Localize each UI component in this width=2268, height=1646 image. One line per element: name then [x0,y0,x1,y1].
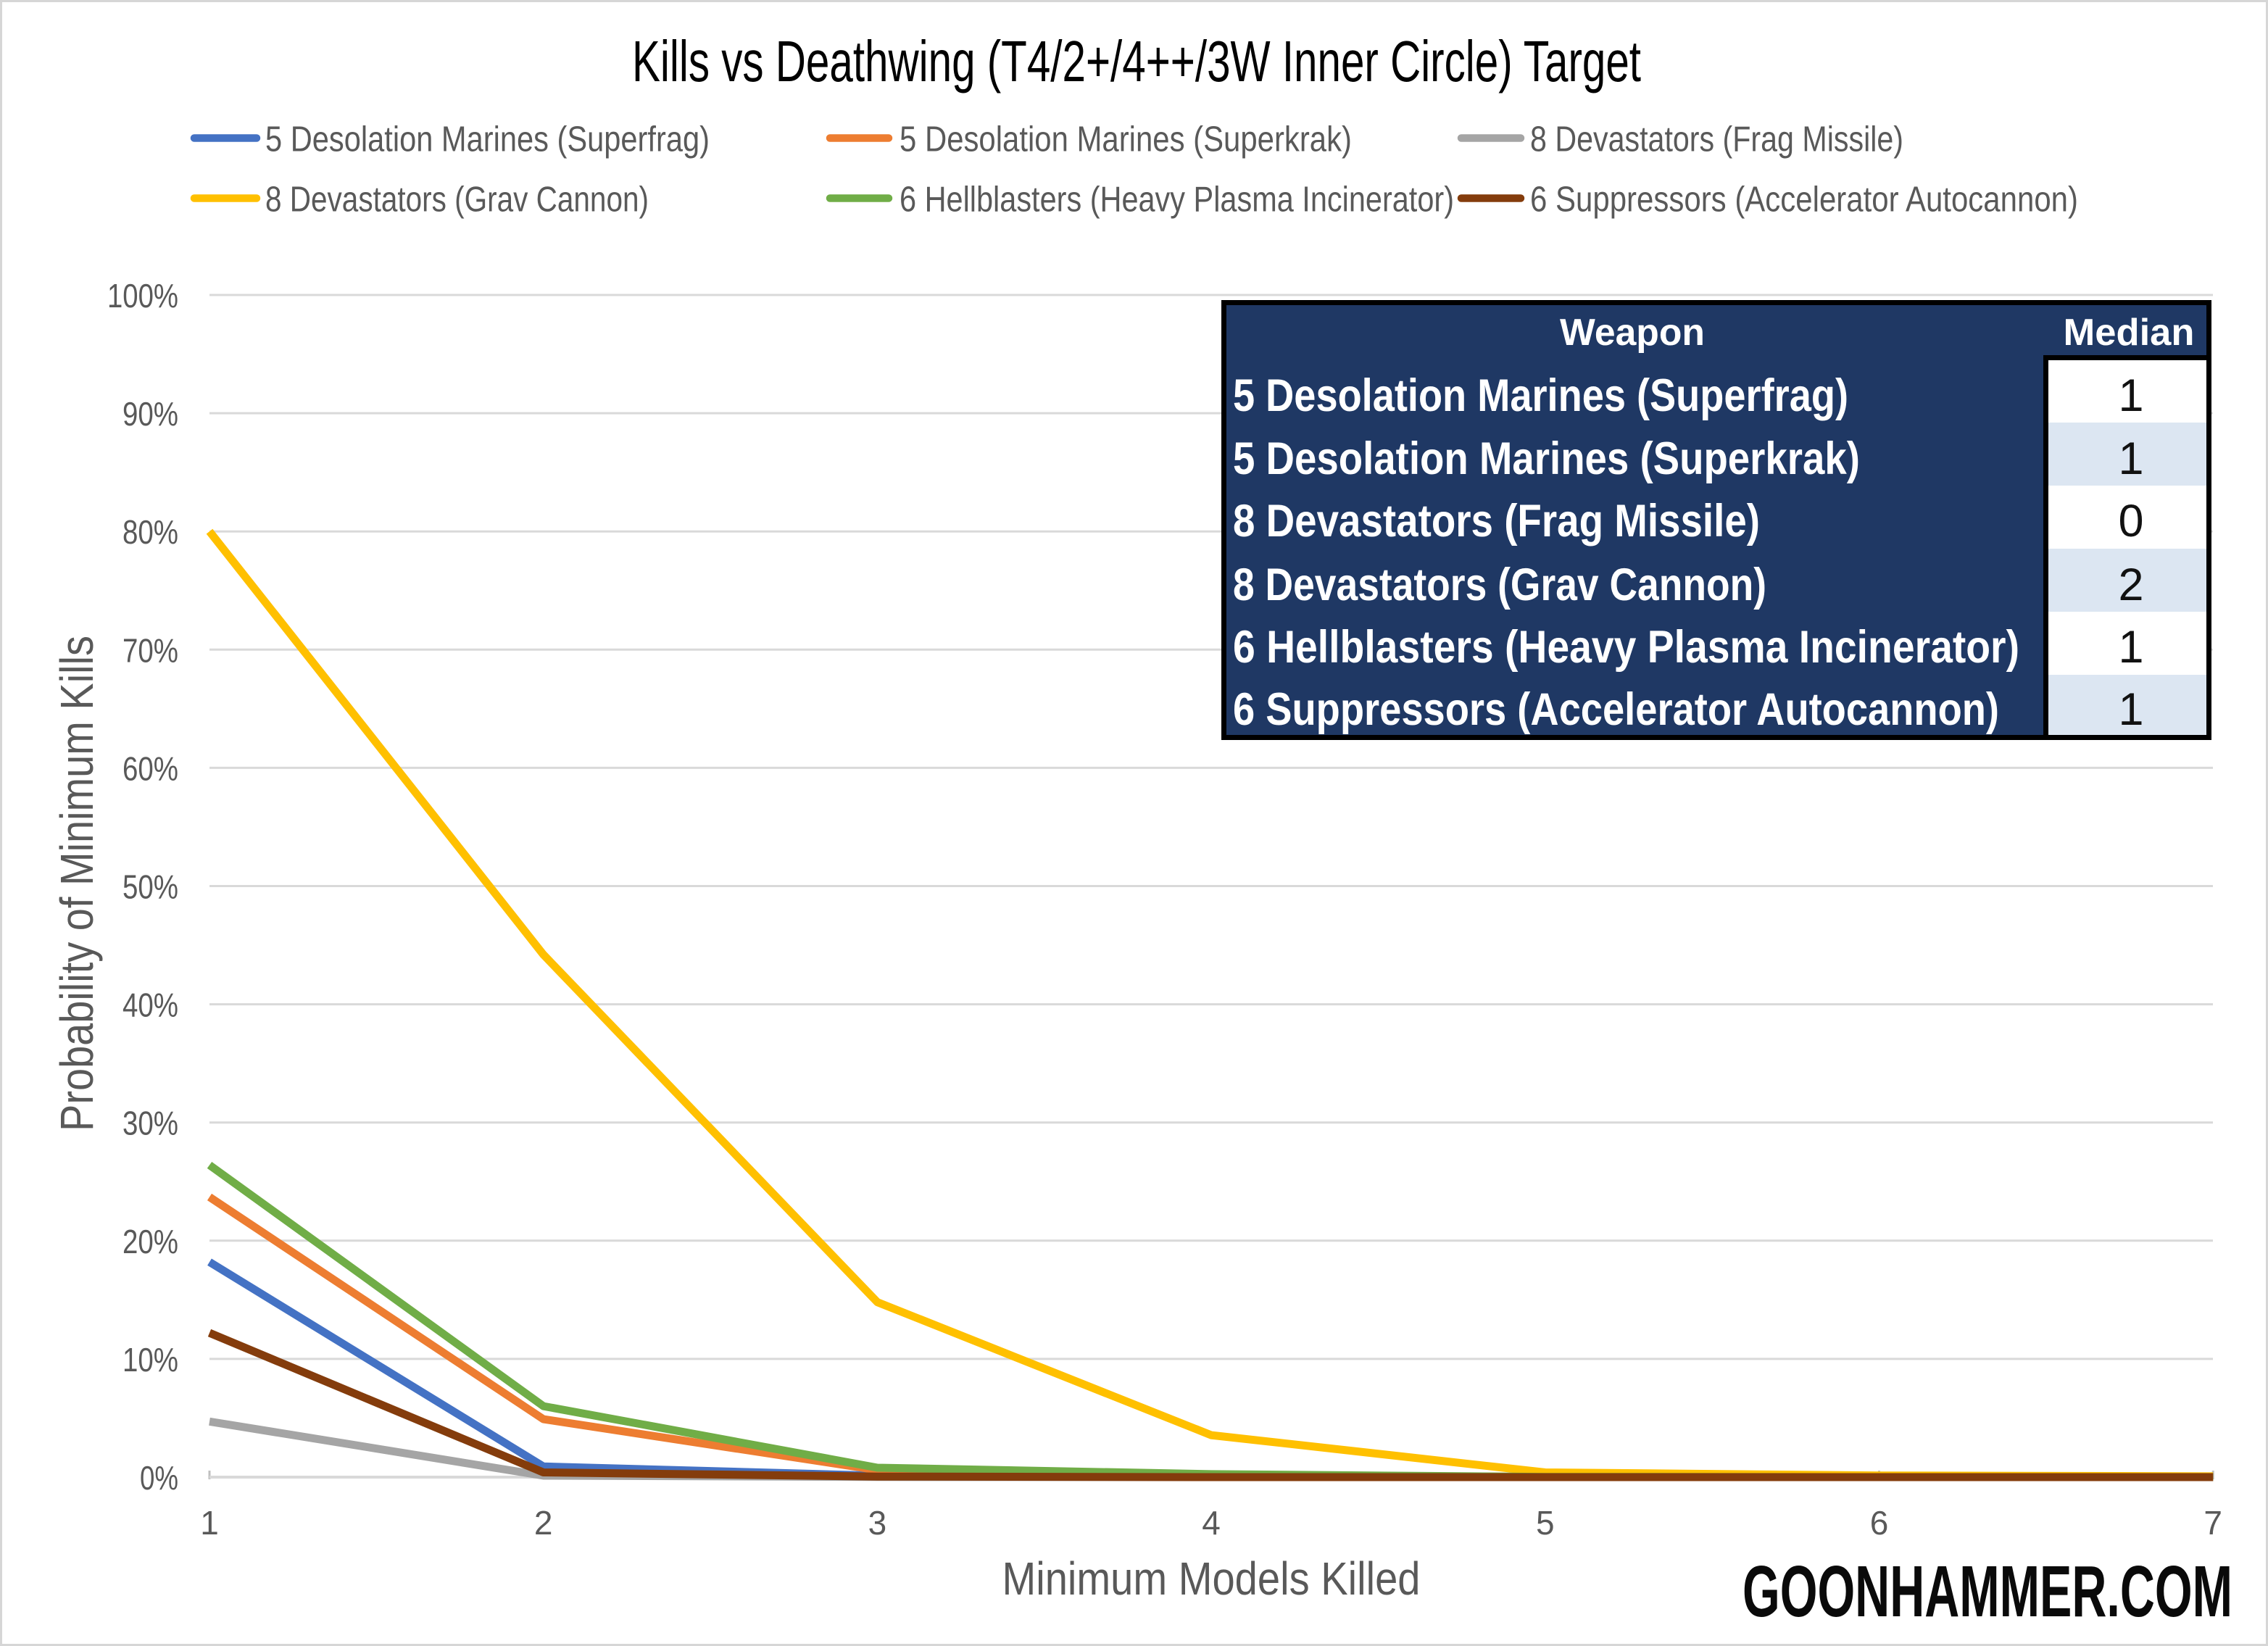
svg-text:1: 1 [2118,622,2143,673]
svg-text:4: 4 [1202,1504,1221,1542]
svg-text:6 Suppressors (Accelerator Aut: 6 Suppressors (Accelerator Autocannon) [1530,180,2078,220]
svg-text:GOONHAMMER.COM: GOONHAMMER.COM [1742,1551,2232,1632]
svg-text:1: 1 [200,1504,219,1542]
svg-text:6 Suppressors (Accelerator Aut: 6 Suppressors (Accelerator Autocannon) [1233,684,1999,735]
svg-text:3: 3 [868,1504,887,1542]
svg-text:7: 7 [2203,1504,2222,1542]
svg-text:5: 5 [1536,1504,1555,1542]
svg-text:1: 1 [2118,433,2143,484]
svg-text:6: 6 [1870,1504,1889,1542]
svg-text:40%: 40% [122,986,178,1024]
svg-text:5 Desolation Marines (Superfra: 5 Desolation Marines (Superfrag) [265,120,710,159]
svg-text:1: 1 [2118,684,2143,735]
svg-text:0: 0 [2118,496,2143,546]
svg-text:5 Desolation Marines (Superkra: 5 Desolation Marines (Superkrak) [1233,433,1860,484]
svg-text:30%: 30% [122,1105,178,1142]
svg-text:10%: 10% [122,1341,178,1379]
svg-text:70%: 70% [122,631,178,669]
svg-text:8 Devastators (Frag Missile): 8 Devastators (Frag Missile) [1530,120,1903,159]
svg-text:5 Desolation Marines (Superfra: 5 Desolation Marines (Superfrag) [1233,370,1848,421]
svg-text:Weapon: Weapon [1560,312,1705,354]
svg-text:Median: Median [2064,312,2195,354]
svg-text:8 Devastators (Grav Cannon): 8 Devastators (Grav Cannon) [1233,560,1766,610]
svg-text:90%: 90% [122,395,178,433]
svg-text:50%: 50% [122,868,178,906]
svg-text:60%: 60% [122,749,178,787]
svg-text:80%: 80% [122,513,178,551]
svg-text:0%: 0% [140,1459,178,1497]
svg-text:Minimum Models Killed: Minimum Models Killed [1002,1553,1421,1605]
svg-text:6 Hellblasters (Heavy Plasma I: 6 Hellblasters (Heavy Plasma Incinerator… [900,180,1454,220]
svg-text:5 Desolation Marines (Superkra: 5 Desolation Marines (Superkrak) [900,120,1352,159]
svg-text:20%: 20% [122,1223,178,1260]
svg-text:100%: 100% [107,277,178,315]
svg-text:1: 1 [2118,370,2143,421]
svg-text:8 Devastators (Frag Missile): 8 Devastators (Frag Missile) [1233,496,1760,546]
svg-text:Probability of Minimum Kills: Probability of Minimum Kills [51,636,103,1131]
svg-text:2: 2 [2118,560,2143,610]
svg-text:2: 2 [534,1504,553,1542]
svg-text:6 Hellblasters (Heavy Plasma I: 6 Hellblasters (Heavy Plasma Incinerator… [1233,622,2019,673]
svg-text:Kills vs Deathwing (T4/2+/4++/: Kills vs Deathwing (T4/2+/4++/3W Inner C… [632,29,1641,93]
svg-text:8 Devastators (Grav Cannon): 8 Devastators (Grav Cannon) [265,180,649,220]
